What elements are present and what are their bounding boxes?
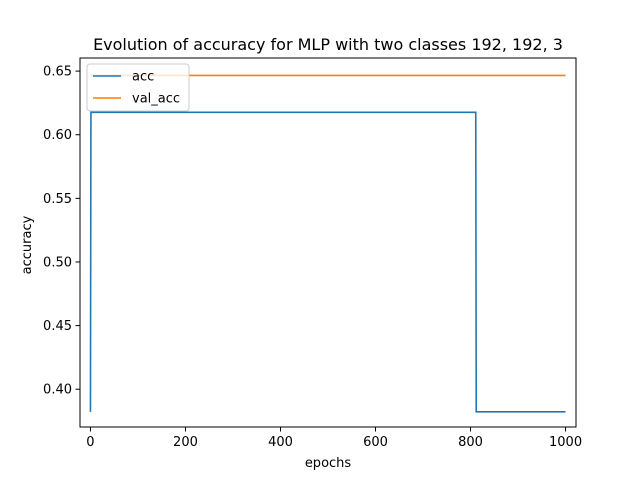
y-axis: 0.40 0.45 0.50 0.55 0.60 0.65 [43, 65, 80, 398]
x-tick-label: 200 [173, 435, 198, 450]
y-tick-label: 0.60 [43, 128, 72, 143]
x-axis-label: epochs [305, 456, 352, 471]
x-tick-label: 600 [363, 435, 388, 450]
x-tick-label: 800 [458, 435, 483, 450]
x-tick-label: 400 [268, 435, 293, 450]
legend: acc val_acc [86, 63, 190, 112]
series-line-acc [89, 111, 566, 413]
x-tick-label: 0 [86, 435, 94, 450]
plot-frame [79, 57, 577, 428]
x-axis: 0 200 400 600 800 1000 [86, 427, 582, 450]
y-tick-label: 0.45 [43, 319, 72, 334]
y-tick-label: 0.50 [43, 255, 72, 270]
y-axis-label: accuracy [20, 215, 35, 274]
chart-title: Evolution of accuracy for MLP with two c… [93, 35, 563, 54]
legend-label-acc: acc [132, 70, 154, 85]
y-tick-label: 0.55 [43, 192, 72, 207]
y-tick-label: 0.65 [43, 65, 72, 80]
legend-label-val-acc: val_acc [132, 92, 180, 107]
y-tick-label: 0.40 [43, 383, 72, 398]
x-tick-label: 1000 [549, 435, 582, 450]
